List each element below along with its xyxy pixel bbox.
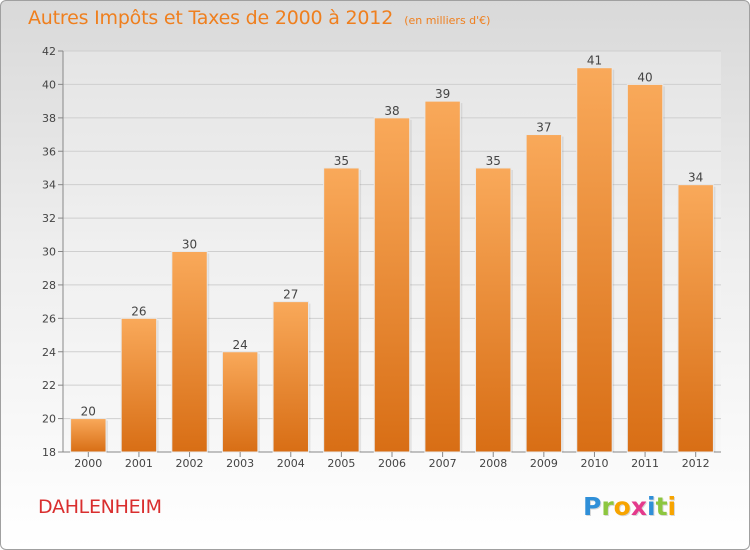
- y-tick-label: 34: [42, 179, 56, 192]
- y-tick-label: 20: [42, 413, 56, 426]
- x-tick-label: 2000: [74, 457, 102, 470]
- logo-letter: o: [613, 492, 631, 521]
- bar: [626, 83, 664, 453]
- chart-subtitle: (en milliers d'€): [404, 14, 491, 27]
- bar-value-label: 40: [637, 70, 652, 84]
- bar: [70, 418, 107, 453]
- y-tick-label: 24: [42, 346, 56, 359]
- y-tick-label: 38: [42, 112, 56, 125]
- y-tick-label: 26: [42, 312, 56, 325]
- bar: [171, 251, 208, 453]
- bar: [221, 351, 259, 453]
- x-tick-label: 2002: [176, 457, 204, 470]
- y-tick-label: 40: [42, 78, 56, 91]
- commune-name: DAHLENHEIM: [38, 496, 162, 518]
- logo-letter: P: [583, 492, 602, 521]
- proxiti-logo: Proxiti: [583, 492, 676, 521]
- bar-value-label: 24: [233, 338, 248, 352]
- bar-value-label: 39: [435, 87, 450, 101]
- bar-value-label: 37: [536, 121, 551, 135]
- logo-letter: t: [655, 492, 668, 521]
- bar-value-label: 35: [486, 154, 501, 168]
- bar-value-label: 27: [283, 288, 298, 302]
- x-tick-label: 2007: [429, 457, 457, 470]
- logo-letter: i: [667, 492, 677, 521]
- bar-value-label: 30: [182, 238, 197, 252]
- x-tick-label: 2012: [682, 457, 710, 470]
- bar: [272, 301, 309, 453]
- x-tick-label: 2011: [631, 457, 659, 470]
- bar-value-label: 38: [384, 104, 399, 118]
- chart-title: Autres Impôts et Taxes de 2000 à 2012: [28, 7, 394, 29]
- x-tick-label: 2001: [125, 457, 153, 470]
- bar: [677, 184, 714, 453]
- x-tick-label: 2009: [530, 457, 558, 470]
- bar: [120, 317, 158, 453]
- bar-value-label: 26: [131, 304, 146, 318]
- logo-letter: x: [630, 492, 647, 521]
- logo-letter: r: [601, 492, 614, 521]
- logo-letter: i: [647, 492, 656, 521]
- y-tick-label: 30: [42, 246, 56, 259]
- title-row: Autres Impôts et Taxes de 2000 à 2012 (e…: [28, 7, 490, 29]
- y-tick-label: 32: [42, 212, 56, 225]
- x-tick-label: 2005: [327, 457, 355, 470]
- x-tick-label: 2004: [277, 457, 305, 470]
- y-tick-label: 22: [42, 379, 56, 392]
- bar-value-label: 20: [81, 405, 96, 419]
- bar: [323, 167, 360, 453]
- bar: [475, 167, 512, 453]
- bar: [373, 117, 411, 453]
- y-tick-label: 42: [42, 45, 56, 58]
- x-tick-label: 2008: [479, 457, 507, 470]
- y-tick-label: 18: [42, 446, 56, 459]
- bar-value-label: 41: [587, 54, 602, 68]
- x-tick-label: 2003: [226, 457, 254, 470]
- y-tick-label: 36: [42, 145, 56, 158]
- bar: [525, 134, 563, 453]
- bar-value-label: 35: [334, 154, 349, 168]
- y-tick-label: 28: [42, 279, 56, 292]
- bar: [576, 67, 613, 453]
- bar-value-label: 34: [688, 171, 703, 185]
- bar: [424, 100, 461, 453]
- x-tick-label: 2010: [580, 457, 608, 470]
- x-tick-label: 2006: [378, 457, 406, 470]
